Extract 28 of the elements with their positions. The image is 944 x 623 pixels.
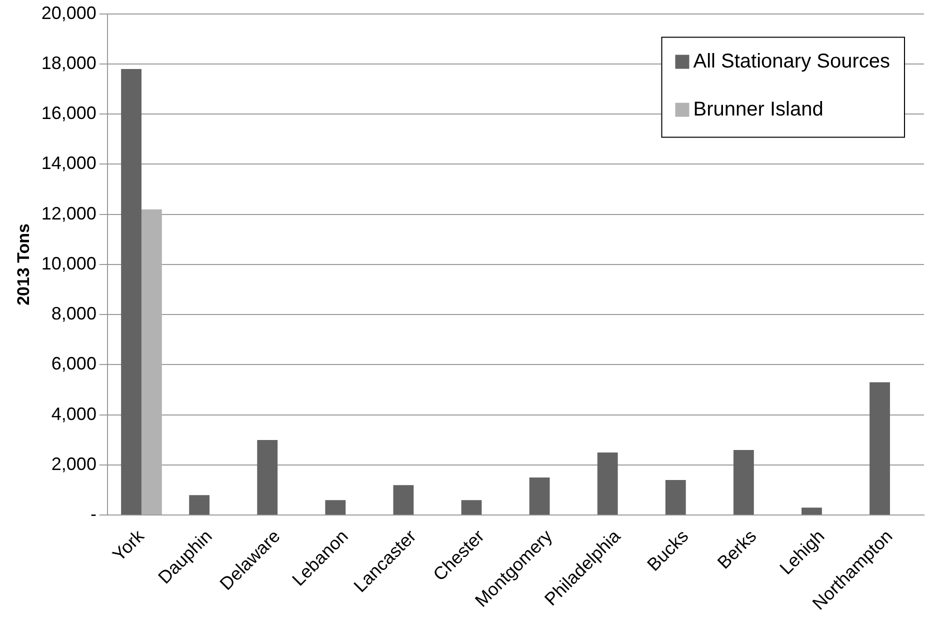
y-axis-title: 2013 Tons: [14, 224, 33, 306]
bar: [597, 452, 618, 515]
bar: [733, 450, 754, 515]
bar: [665, 480, 686, 515]
legend-label: All Stationary Sources: [693, 50, 890, 72]
y-tick-label: 12,000: [41, 203, 96, 224]
y-tick-label: 4,000: [51, 404, 96, 424]
y-tick-label: 6,000: [51, 354, 96, 374]
y-tick-label: 8,000: [51, 304, 96, 324]
bar: [529, 478, 550, 515]
bar: [870, 382, 890, 515]
bar: [257, 440, 278, 515]
y-tick-label: -: [90, 504, 96, 524]
y-tick-label: 14,000: [41, 153, 96, 174]
y-tick-label: 10,000: [41, 253, 96, 274]
y-tick-label: 16,000: [41, 103, 96, 124]
x-tick-label: York: [108, 525, 149, 566]
bar: [189, 495, 210, 515]
legend-label: Brunner Island: [693, 98, 824, 120]
bar: [141, 209, 162, 515]
bar: [121, 68, 142, 515]
y-tick-label: 18,000: [41, 52, 96, 73]
bar: [393, 485, 414, 515]
bar: [802, 508, 822, 515]
bar: [461, 500, 482, 515]
y-tick-label: 20,000: [41, 2, 96, 23]
y-tick-label: 2,000: [51, 454, 96, 474]
bar: [325, 500, 346, 515]
